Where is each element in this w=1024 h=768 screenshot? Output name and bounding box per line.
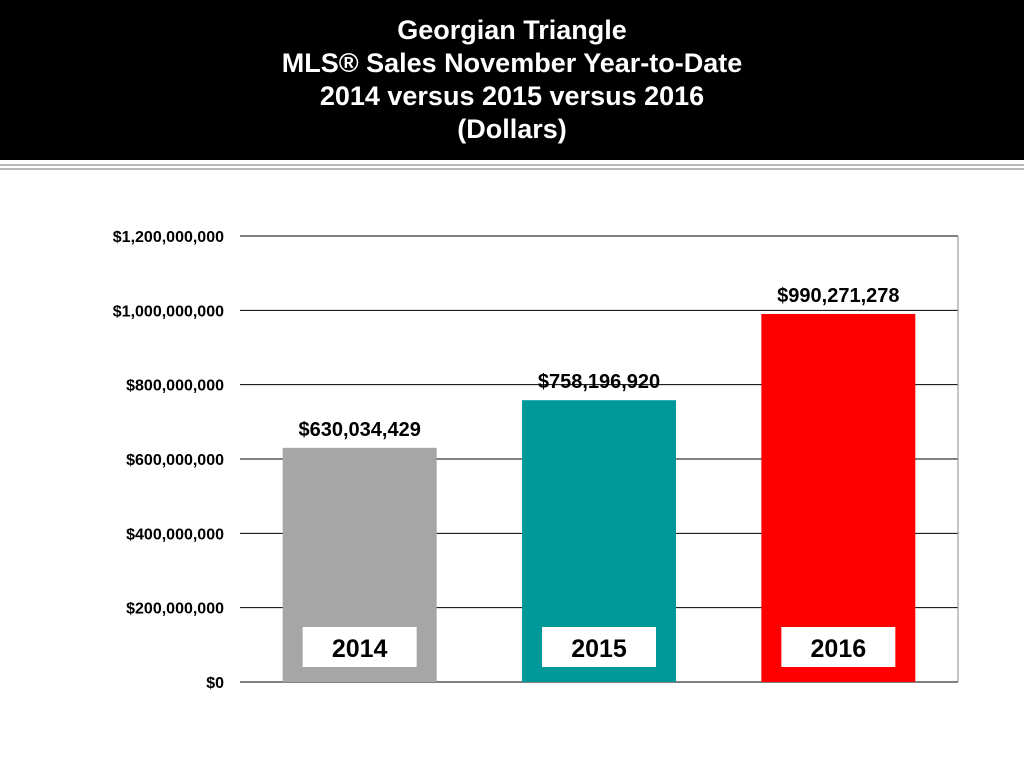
title-line-2: MLS® Sales November Year-to-Date [281,48,743,78]
category-label-box [781,627,896,667]
title-line-1: Georgian Triangle [397,15,627,45]
category-label: 2015 [571,635,627,663]
y-tick-label: $800,000,000 [126,378,224,395]
title-divider-2 [0,168,1024,170]
y-tick-label: $1,200,000,000 [113,229,224,246]
y-axis-tick-labels: $0 $200,000,000 $400,000,000 $600,000,000 $8… [113,229,224,692]
category-label-box [542,627,656,667]
data-labels: $630,034,429 $758,196,920 $990,271,278 [298,285,899,441]
y-tick-label: $600,000,000 [126,452,224,469]
data-label: $758,196,920 [538,371,660,393]
title-divider-1 [0,164,1024,166]
bar [761,313,916,682]
title-band: Georgian Triangle MLS® Sales November Ye… [0,0,1024,160]
category-label: 2014 [332,635,388,663]
category-labels: 2014 2015 2016 [302,627,896,667]
bars [282,313,916,682]
y-tick-label: $0 [206,675,224,692]
y-tick-label: $400,000,000 [126,526,224,543]
title-line-4: (Dollars) [457,114,567,144]
data-label: $630,034,429 [298,419,420,441]
data-label: $990,271,278 [777,285,899,307]
y-tick-label: $200,000,000 [126,601,224,618]
category-label-box [302,627,417,667]
title-line-3: 2014 versus 2015 versus 2016 [319,81,705,111]
y-tick-label: $1,000,000,000 [113,303,224,320]
category-label: 2016 [811,635,867,663]
